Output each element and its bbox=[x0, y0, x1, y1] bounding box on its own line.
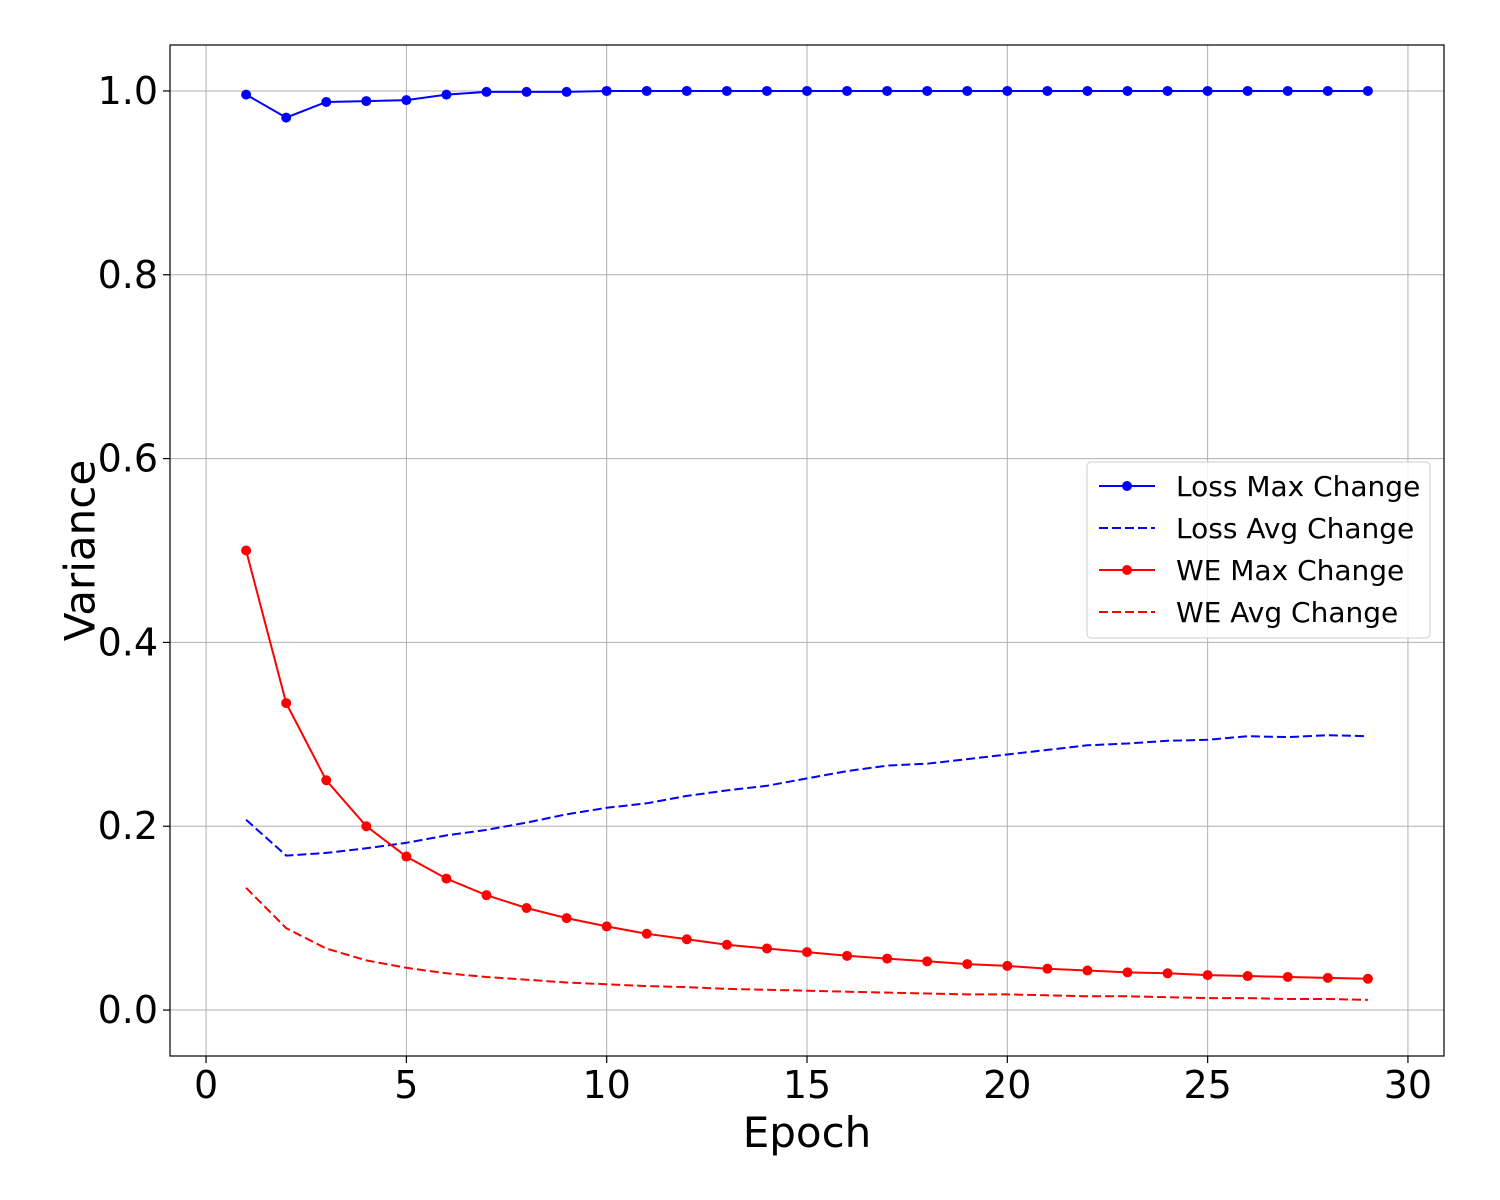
y-tick-label: 0.6 bbox=[98, 437, 158, 481]
data-point-loss-max-change bbox=[1202, 85, 1213, 96]
data-point-we-max-change bbox=[1322, 972, 1333, 983]
data-point-loss-max-change bbox=[882, 85, 893, 96]
data-point-we-max-change bbox=[1362, 973, 1373, 984]
data-point-we-max-change bbox=[521, 903, 532, 914]
series-layer bbox=[241, 85, 1373, 1001]
data-point-we-max-change bbox=[1122, 967, 1133, 978]
data-point-loss-max-change bbox=[1322, 85, 1333, 96]
data-point-we-max-change bbox=[1242, 971, 1253, 982]
data-point-loss-max-change bbox=[601, 85, 612, 96]
data-point-we-max-change bbox=[1042, 963, 1053, 974]
data-point-we-max-change bbox=[321, 775, 332, 786]
x-tick-label: 5 bbox=[394, 1063, 418, 1107]
legend-item-we-max-change: WE Max Change bbox=[1099, 554, 1404, 587]
data-point-we-max-change bbox=[641, 928, 652, 939]
series-loss-max-change bbox=[241, 85, 1373, 123]
data-point-loss-max-change bbox=[281, 112, 292, 123]
data-point-loss-max-change bbox=[441, 89, 452, 100]
data-point-we-max-change bbox=[601, 921, 612, 932]
data-point-loss-max-change bbox=[1362, 85, 1373, 96]
data-point-loss-max-change bbox=[1042, 85, 1053, 96]
data-point-we-max-change bbox=[802, 947, 812, 958]
x-tick-label: 0 bbox=[194, 1063, 218, 1107]
ticks: 0 5 10 15 20 25 30 0.0 0.2 0.4 0.6 0.8 1.0 bbox=[98, 69, 1433, 1107]
data-point-loss-max-change bbox=[521, 86, 532, 97]
data-point-we-max-change bbox=[481, 890, 492, 901]
data-point-loss-max-change bbox=[1082, 85, 1093, 96]
data-point-loss-max-change bbox=[681, 85, 692, 96]
data-point-loss-max-change bbox=[361, 96, 372, 107]
data-point-loss-max-change bbox=[481, 86, 492, 97]
data-point-loss-max-change bbox=[321, 96, 332, 107]
y-tick-label: 0.8 bbox=[98, 253, 158, 297]
data-point-we-max-change bbox=[721, 939, 732, 950]
data-point-we-max-change bbox=[1282, 971, 1293, 982]
series-line-loss-avg-change bbox=[245, 734, 1368, 857]
series-loss-avg-change bbox=[245, 734, 1368, 857]
data-point-we-max-change bbox=[681, 934, 692, 945]
data-point-loss-max-change bbox=[962, 85, 973, 96]
data-point-loss-max-change bbox=[922, 85, 933, 96]
y-axis-label: Variance bbox=[56, 460, 105, 641]
legend-label-loss-max-change: Loss Max Change bbox=[1176, 470, 1420, 503]
series-line-we-avg-change bbox=[245, 887, 1368, 1001]
data-point-loss-max-change bbox=[241, 89, 252, 100]
legend-box bbox=[1086, 461, 1431, 639]
legend-marker-we-max-change bbox=[1122, 565, 1132, 575]
legend-item-loss-max-change: Loss Max Change bbox=[1099, 470, 1420, 503]
x-tick-label: 20 bbox=[983, 1063, 1031, 1107]
series-we-max-change bbox=[241, 545, 1373, 984]
legend-label-we-avg-change: WE Avg Change bbox=[1176, 596, 1398, 629]
x-tick-label: 10 bbox=[583, 1063, 631, 1107]
data-point-loss-max-change bbox=[1002, 85, 1013, 96]
data-point-we-max-change bbox=[922, 956, 933, 967]
data-point-we-max-change bbox=[1002, 960, 1013, 971]
y-tick-label: 0.4 bbox=[98, 620, 158, 664]
legend: Loss Max Change Loss Avg Change WE Max Cha… bbox=[1086, 461, 1431, 639]
data-point-loss-max-change bbox=[1122, 85, 1133, 96]
y-tick-label: 0.0 bbox=[98, 988, 158, 1032]
data-point-we-max-change bbox=[401, 851, 412, 862]
data-point-we-max-change bbox=[962, 959, 973, 970]
data-point-we-max-change bbox=[361, 821, 372, 832]
data-point-loss-max-change bbox=[1162, 85, 1173, 96]
data-point-we-max-change bbox=[281, 698, 292, 709]
data-point-we-max-change bbox=[1082, 965, 1093, 976]
data-point-loss-max-change bbox=[1282, 85, 1293, 96]
data-point-loss-max-change bbox=[721, 85, 732, 96]
x-tick-label: 30 bbox=[1384, 1063, 1432, 1107]
data-point-we-max-change bbox=[241, 545, 252, 556]
data-point-loss-max-change bbox=[1242, 85, 1253, 96]
data-point-we-max-change bbox=[561, 913, 572, 924]
series-we-avg-change bbox=[245, 887, 1368, 1001]
data-point-loss-max-change bbox=[641, 85, 652, 96]
data-point-we-max-change bbox=[1162, 968, 1173, 979]
data-point-loss-max-change bbox=[802, 85, 812, 96]
y-tick-label: 1.0 bbox=[98, 69, 158, 113]
data-point-we-max-change bbox=[842, 950, 853, 961]
data-point-we-max-change bbox=[882, 953, 893, 964]
x-tick-label: 25 bbox=[1183, 1063, 1231, 1107]
legend-item-we-avg-change: WE Avg Change bbox=[1099, 596, 1398, 629]
legend-label-we-max-change: WE Max Change bbox=[1176, 554, 1404, 587]
data-point-loss-max-change bbox=[761, 85, 772, 96]
data-point-we-max-change bbox=[1202, 970, 1213, 981]
x-axis-label: Epoch bbox=[743, 1108, 872, 1157]
data-point-we-max-change bbox=[441, 873, 452, 884]
data-point-loss-max-change bbox=[842, 85, 853, 96]
legend-label-loss-avg-change: Loss Avg Change bbox=[1176, 512, 1414, 545]
legend-marker-loss-max-change bbox=[1122, 481, 1132, 491]
y-tick-label: 0.2 bbox=[98, 804, 158, 848]
x-tick-label: 15 bbox=[783, 1063, 831, 1107]
data-point-loss-max-change bbox=[561, 86, 572, 97]
data-point-loss-max-change bbox=[401, 95, 412, 106]
data-point-we-max-change bbox=[761, 943, 772, 954]
legend-item-loss-avg-change: Loss Avg Change bbox=[1099, 512, 1414, 545]
